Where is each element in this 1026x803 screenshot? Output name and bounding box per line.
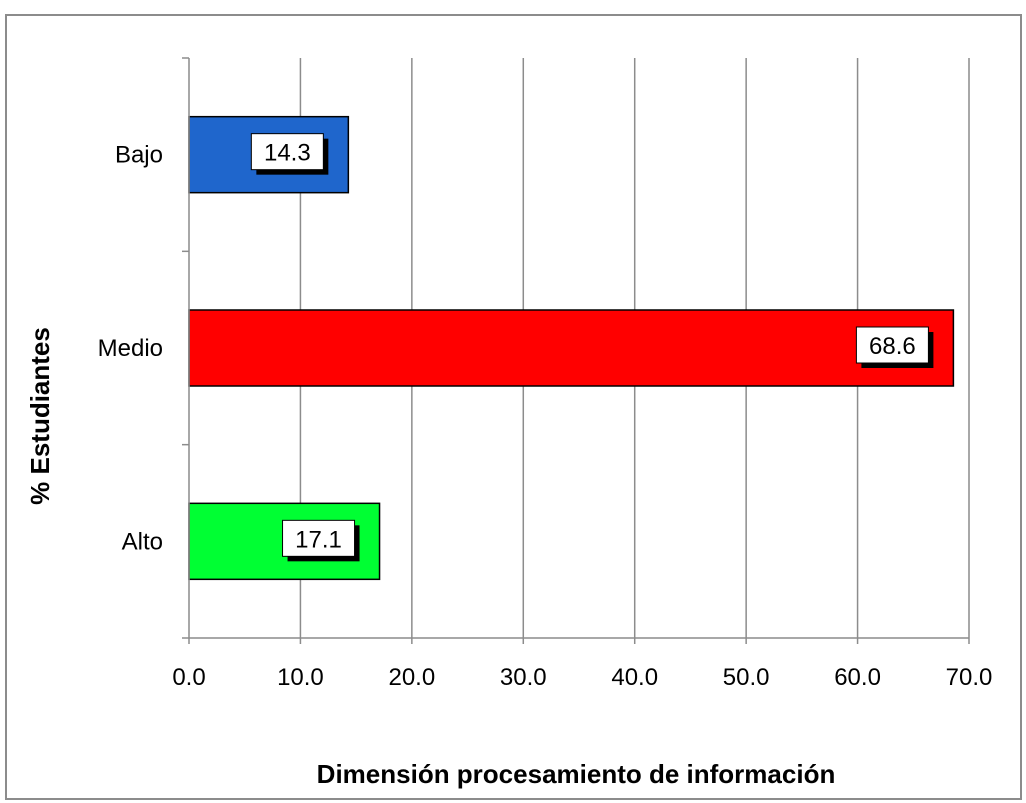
data-label-box — [855, 326, 929, 364]
x-tick-label: 10.0 — [277, 664, 324, 691]
x-tick-label: 70.0 — [946, 664, 993, 691]
data-label: 17.1 — [295, 526, 342, 553]
x-axis-title: Dimensión procesamiento de información — [317, 759, 836, 789]
x-tick-label: 0.0 — [172, 664, 205, 691]
data-label: 14.3 — [264, 140, 311, 167]
bars — [188, 115, 955, 581]
category-label: Alto — [122, 528, 163, 555]
data-label-box — [250, 133, 324, 171]
data-label-box — [282, 519, 356, 557]
y-axis-title: % Estudiantes — [25, 327, 55, 505]
x-tick-label: 30.0 — [500, 664, 547, 691]
data-labels: 14.3 68.6 17.1 — [250, 133, 934, 562]
x-tick-label: 60.0 — [834, 664, 881, 691]
x-tick-label: 20.0 — [388, 664, 435, 691]
x-tick-label: 40.0 — [611, 664, 658, 691]
axes: 0.0 10.0 20.0 30.0 40.0 50.0 60.0 70.0 Bajo Medio… — [98, 57, 993, 691]
data-label: 68.6 — [869, 333, 916, 360]
x-tick-label: 50.0 — [723, 664, 770, 691]
category-label: Bajo — [115, 142, 163, 169]
category-label: Medio — [98, 335, 163, 362]
bar-medio — [188, 309, 955, 387]
chart-frame — [5, 14, 1022, 800]
